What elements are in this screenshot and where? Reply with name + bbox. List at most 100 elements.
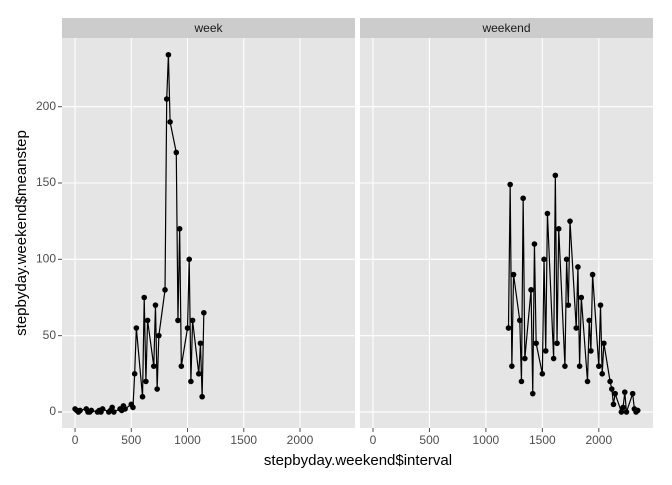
- point: [618, 409, 625, 415]
- x-tick-label: 1500: [529, 433, 556, 447]
- point: [567, 218, 573, 224]
- point: [144, 317, 151, 324]
- point: [589, 271, 596, 278]
- strip: [360, 18, 653, 38]
- point: [184, 325, 191, 331]
- point: [584, 378, 591, 385]
- point: [188, 378, 194, 385]
- point: [167, 119, 173, 125]
- point: [199, 393, 205, 400]
- point: [178, 363, 185, 369]
- point: [586, 317, 593, 324]
- point: [189, 317, 196, 324]
- point: [111, 409, 117, 415]
- point: [623, 409, 630, 415]
- x-tick-label: 0: [72, 433, 79, 447]
- point: [608, 386, 615, 392]
- point: [139, 393, 146, 400]
- point: [173, 149, 180, 156]
- point: [601, 340, 607, 347]
- point: [621, 389, 628, 395]
- line: [507, 175, 639, 414]
- point: [541, 256, 547, 263]
- x-axis-title: stepbyday.weekend$interval: [264, 452, 452, 469]
- x-tick-label: 2000: [287, 433, 314, 447]
- point: [154, 386, 160, 392]
- x-tick-label: 1500: [230, 433, 257, 447]
- point: [141, 294, 148, 301]
- point: [150, 363, 157, 369]
- y-axis-title: stepbyday.weekend$meanstep: [13, 130, 30, 336]
- x-tick-label: 500: [419, 433, 439, 447]
- point: [522, 355, 528, 362]
- point: [163, 96, 170, 102]
- point: [562, 363, 568, 369]
- strip-label: weekend: [481, 21, 530, 35]
- point: [620, 404, 626, 411]
- point: [555, 226, 562, 232]
- point: [565, 302, 572, 308]
- point: [516, 317, 523, 324]
- point: [109, 404, 115, 411]
- point: [542, 348, 549, 354]
- point: [544, 210, 551, 217]
- point: [176, 226, 183, 232]
- y-tick-label: 50: [43, 328, 57, 342]
- point: [165, 51, 172, 58]
- point: [99, 406, 106, 412]
- point: [518, 378, 525, 385]
- point: [599, 371, 605, 377]
- point: [122, 406, 128, 412]
- point: [201, 309, 207, 316]
- y-tick-label: 200: [36, 99, 56, 113]
- point: [143, 378, 149, 385]
- point: [162, 287, 168, 293]
- point: [575, 264, 581, 270]
- point: [634, 407, 641, 414]
- point: [88, 407, 95, 414]
- point: [186, 256, 193, 263]
- point: [550, 355, 557, 362]
- point: [175, 317, 181, 324]
- point: [529, 390, 536, 397]
- point: [578, 294, 585, 301]
- point: [156, 332, 162, 339]
- panel: [360, 38, 653, 428]
- point: [507, 181, 513, 188]
- point: [563, 256, 570, 263]
- x-tick-label: 1000: [473, 433, 500, 447]
- x-tick-label: 2000: [585, 433, 612, 447]
- point: [520, 195, 526, 202]
- point: [510, 271, 517, 278]
- x-tick-label: 0: [370, 433, 377, 447]
- point: [531, 241, 538, 247]
- point: [528, 287, 534, 293]
- point: [612, 390, 618, 397]
- point: [539, 371, 546, 377]
- point: [597, 302, 604, 308]
- point: [576, 363, 583, 369]
- y-tick-label: 0: [49, 404, 56, 418]
- point: [573, 325, 580, 331]
- point: [152, 302, 159, 308]
- point: [133, 325, 140, 331]
- point: [596, 363, 602, 369]
- point: [552, 172, 559, 179]
- point: [130, 404, 136, 411]
- strip: [62, 18, 355, 38]
- point: [533, 340, 539, 347]
- point: [509, 363, 515, 369]
- point: [588, 348, 594, 354]
- point: [77, 407, 83, 414]
- point: [197, 340, 204, 347]
- y-tick-label: 100: [36, 252, 56, 266]
- point: [607, 378, 613, 385]
- x-tick-label: 1000: [174, 433, 201, 447]
- point: [195, 371, 202, 377]
- point: [131, 371, 138, 377]
- point: [554, 340, 560, 347]
- x-tick-label: 500: [121, 433, 141, 447]
- point: [610, 401, 617, 408]
- point: [505, 325, 512, 331]
